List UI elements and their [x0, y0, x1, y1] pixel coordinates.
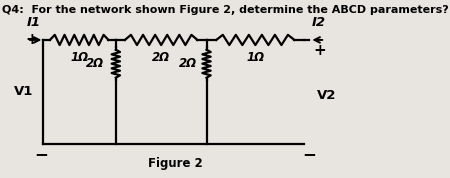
Text: V1: V1: [14, 85, 33, 98]
Text: +: +: [313, 43, 326, 58]
Text: 2Ω: 2Ω: [86, 57, 104, 70]
Text: 2Ω: 2Ω: [152, 51, 170, 64]
Text: 1Ω: 1Ω: [70, 51, 88, 64]
Text: Figure 2: Figure 2: [148, 157, 202, 170]
Text: +: +: [26, 32, 38, 48]
Text: 2Ω: 2Ω: [179, 57, 197, 70]
Text: Q4:  For the network shown Figure 2, determine the ABCD parameters?: Q4: For the network shown Figure 2, dete…: [2, 5, 449, 15]
Text: I2: I2: [312, 16, 326, 29]
Text: 1Ω: 1Ω: [246, 51, 265, 64]
Text: V2: V2: [317, 89, 337, 102]
Text: −: −: [302, 145, 316, 163]
Text: I1: I1: [27, 16, 41, 29]
Text: −: −: [34, 145, 48, 163]
